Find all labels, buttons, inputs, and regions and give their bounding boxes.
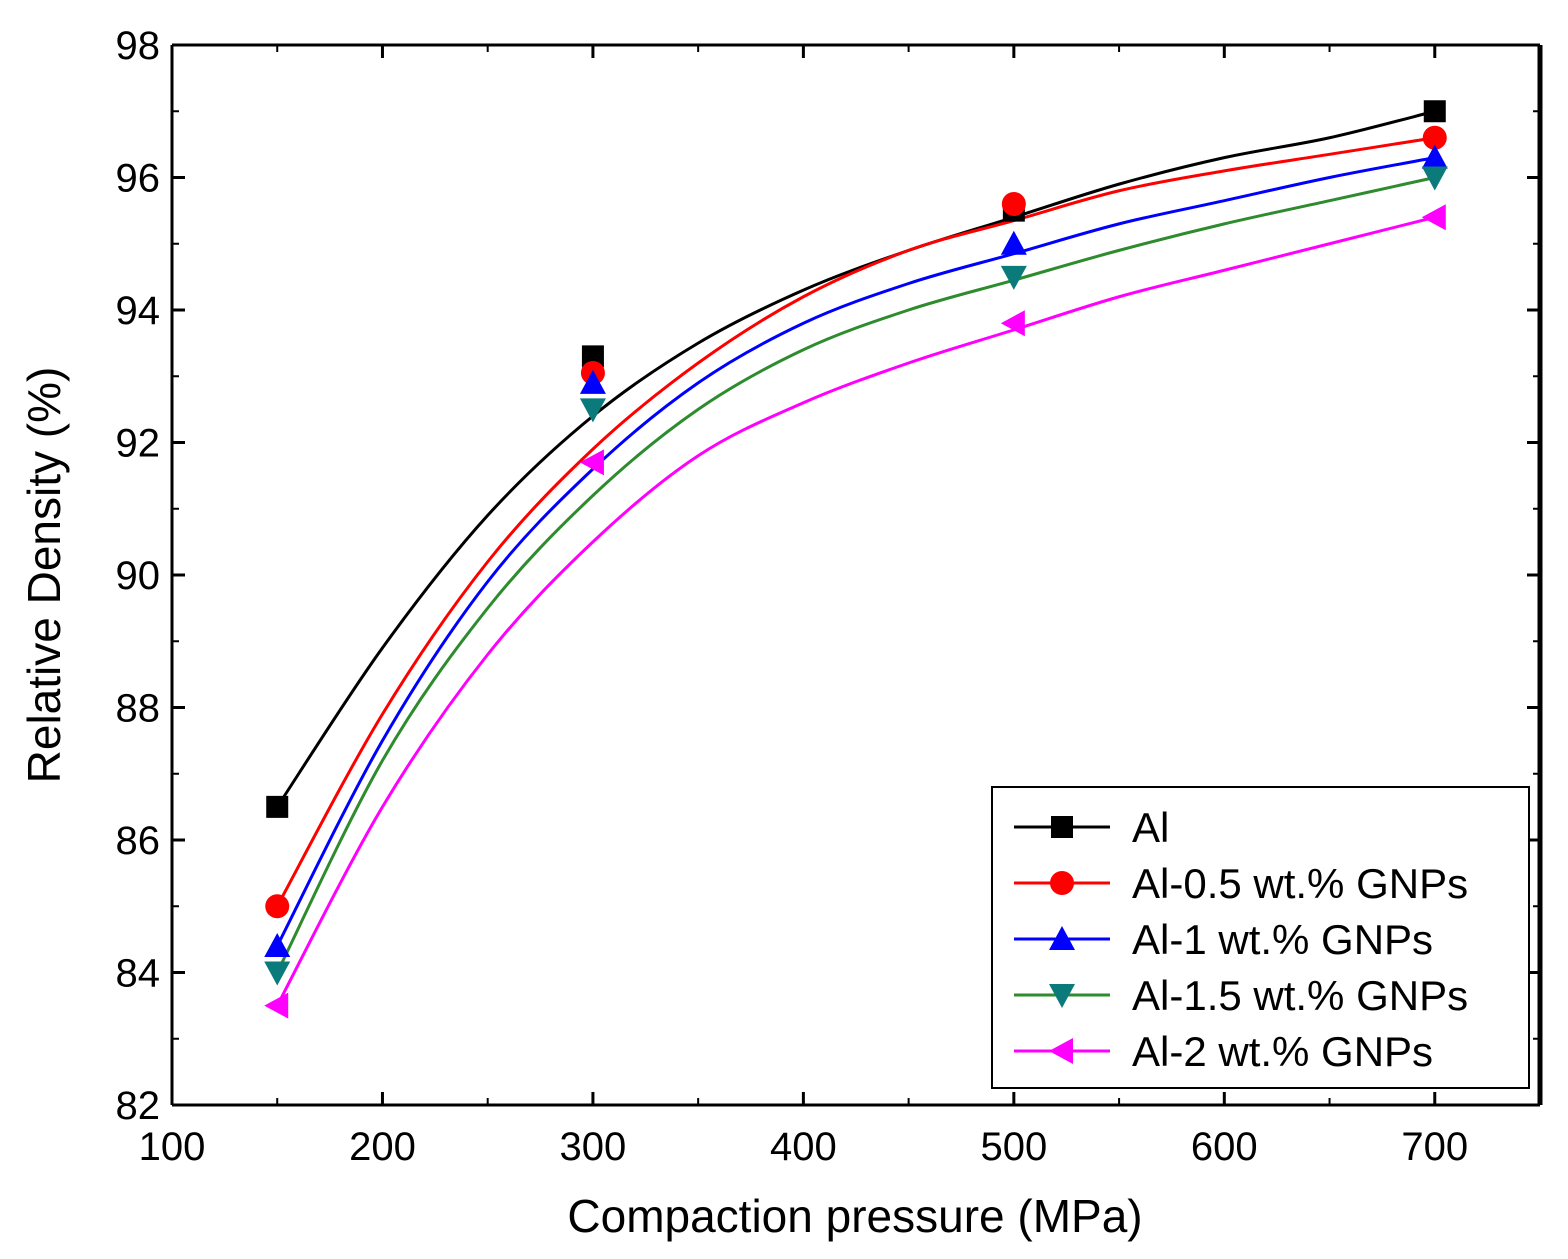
data-point [1001,192,1026,216]
data-point [1000,265,1027,290]
x-tick-label: 600 [1191,1125,1258,1169]
legend-marker [1049,984,1075,1008]
series-line [275,156,1436,947]
data-point [1422,125,1447,150]
data-point [1421,144,1448,169]
x-tick-label: 400 [770,1125,837,1169]
legend-label: Al-1.5 wt.% GNPs [1132,972,1468,1019]
legend: Al Al-0.5 wt.% GNPs Al-1 wt.% GNPs Al-1.5 w… [991,786,1530,1089]
data-point [264,961,291,986]
x-tick-label: 500 [980,1125,1047,1169]
data-point [579,369,606,394]
data-point [1423,100,1446,123]
y-tick-label: 90 [116,554,161,598]
data-point [264,992,289,1019]
data-point [581,345,604,368]
legend-label: Al-0.5 wt.% GNPs [1132,860,1468,907]
data-point [579,398,606,423]
y-tick-label: 98 [116,24,161,68]
y-tick-label: 82 [116,1084,161,1128]
legend-item: Al [1014,804,1169,851]
series-line [275,136,1436,907]
data-point [264,933,291,957]
y-axis: 82 84 86 88 90 92 94 96 98 [116,24,1540,1128]
legend-marker [1051,816,1073,838]
x-tick-label: 700 [1401,1125,1468,1169]
y-tick-label: 94 [116,289,161,333]
data-point [1421,204,1446,231]
legend-item: Al-1 wt.% GNPs [1014,916,1433,963]
y-tick-label: 96 [116,157,161,201]
x-tick-label: 200 [349,1125,416,1169]
series-line [275,215,1436,1007]
legend-label: Al-1 wt.% GNPs [1132,916,1433,963]
y-tick-label: 86 [116,819,161,863]
x-axis: 100 200 300 400 500 600 700 [139,45,1468,1169]
legend-marker [1049,926,1075,950]
y-tick-label: 88 [116,687,161,731]
legend-label: Al [1132,804,1169,851]
x-axis-title: Compaction pressure (MPa) [567,1190,1142,1242]
y-tick-label: 92 [116,422,161,466]
legend-item: Al-0.5 wt.% GNPs [1014,860,1468,907]
legend-item: Al-1.5 wt.% GNPs [1014,972,1468,1019]
series-line [275,176,1436,974]
data-point [579,449,604,476]
legend-marker [1050,871,1074,895]
data-point [265,894,290,919]
data-point [1000,310,1025,337]
series-curves [275,109,1436,1007]
legend-label: Al-2 wt.% GNPs [1132,1028,1433,1075]
legend-marker [1049,1038,1073,1064]
legend-item: Al-2 wt.% GNPs [1014,1028,1433,1075]
data-point [1421,166,1448,191]
data-point [266,795,289,818]
x-tick-label: 300 [560,1125,627,1169]
x-tick-label: 100 [139,1125,206,1169]
y-axis-title: Relative Density (%) [18,367,70,784]
data-point [1000,230,1027,255]
series-line [275,109,1436,808]
y-tick-label: 84 [116,952,161,996]
series-markers [264,100,1448,1019]
